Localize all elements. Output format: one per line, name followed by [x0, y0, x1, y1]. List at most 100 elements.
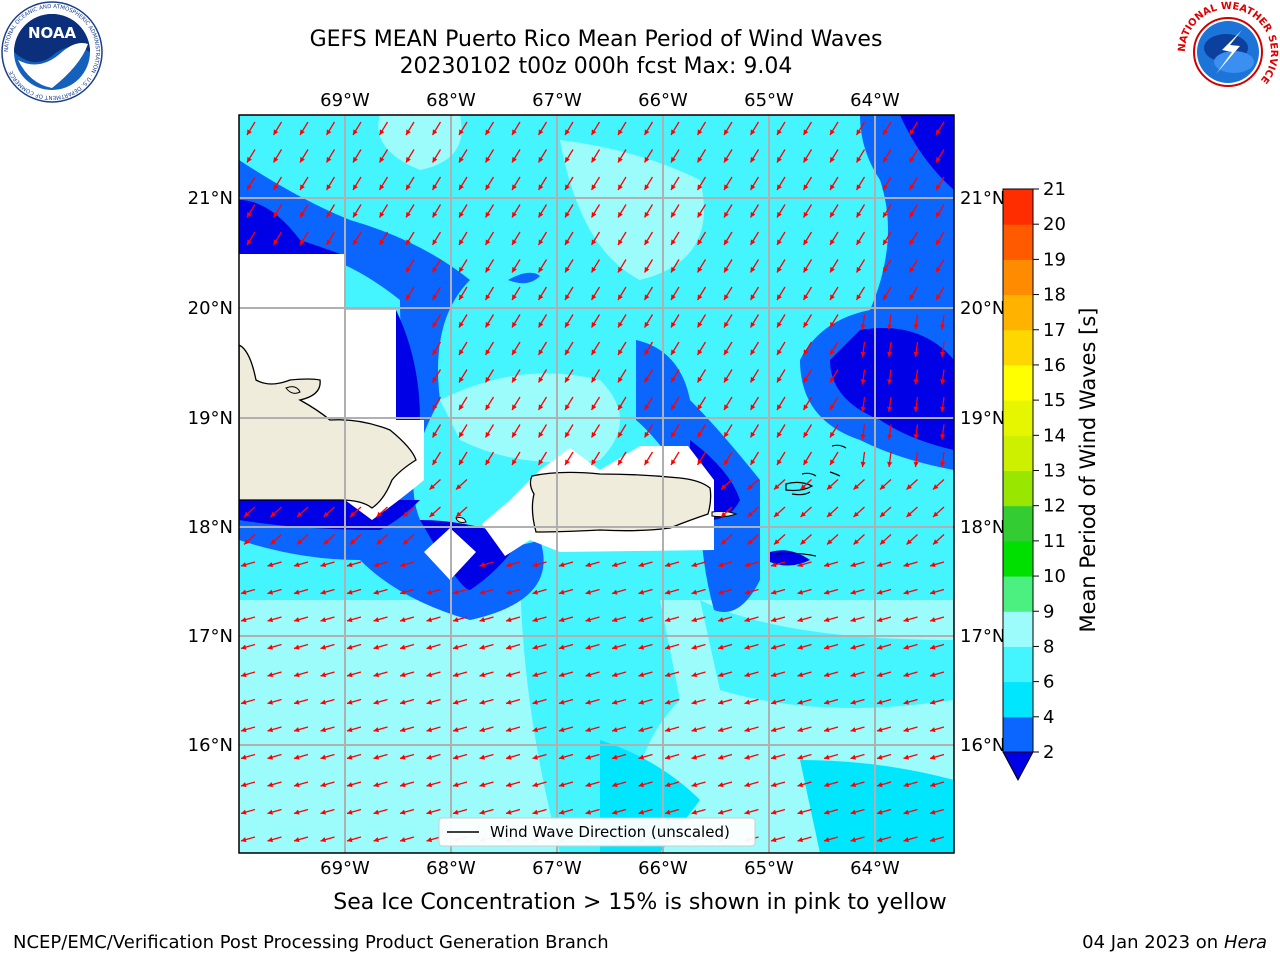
wind-wave-arrowhead: [270, 511, 276, 517]
lon-label-bottom-6: 64°W: [850, 858, 900, 879]
wind-wave-arrowhead: [459, 404, 464, 410]
wind-wave-arrowhead: [777, 431, 782, 438]
wind-wave-arrowhead: [538, 294, 544, 300]
wind-wave-arrowhead: [940, 434, 946, 440]
wind-wave-arrowhead: [718, 562, 724, 568]
wind-wave-arrowhead: [797, 617, 804, 623]
wind-wave-arrowhead: [565, 404, 570, 410]
wind-wave-arrowhead: [877, 589, 883, 595]
wind-wave-arrowhead: [744, 562, 751, 568]
wind-wave-arrowhead: [830, 129, 835, 135]
wind-wave-arrowhead: [697, 404, 703, 410]
wind-wave-arrowhead: [830, 431, 835, 438]
wind-wave-arrowhead: [400, 617, 406, 623]
wind-wave-arrowhead: [267, 617, 274, 623]
wind-wave-arrowhead: [827, 484, 833, 490]
wind-wave-arrowhead: [432, 239, 438, 245]
wind-wave-arrowhead: [559, 589, 565, 595]
wind-wave-arrowhead: [887, 461, 893, 467]
wind-wave-arrowhead: [718, 782, 724, 788]
wind-wave-arrowhead: [591, 294, 597, 300]
wind-wave-arrowhead: [771, 589, 777, 595]
colorbar-segment: [1003, 329, 1033, 366]
wind-wave-arrowhead: [877, 699, 883, 705]
wind-wave-arrowhead: [453, 727, 459, 733]
wind-wave-arrowhead: [406, 184, 411, 190]
wind-wave-arrowhead: [744, 589, 751, 595]
wind-wave-arrowhead: [671, 459, 676, 465]
wind-wave-arrowhead: [506, 754, 512, 760]
wind-wave-arrowhead: [247, 129, 252, 135]
wind-wave-arrowhead: [267, 809, 274, 815]
wind-wave-arrowhead: [930, 782, 936, 788]
wind-wave-arrowhead: [697, 376, 703, 383]
wind-wave-arrowhead: [618, 431, 623, 438]
wind-wave-arrowhead: [883, 294, 888, 300]
wind-wave-arrowhead: [459, 349, 464, 355]
wind-wave-arrowhead: [638, 562, 645, 568]
wind-wave-arrowhead: [824, 809, 830, 815]
wind-wave-arrowhead: [426, 727, 433, 733]
wind-wave-arrowhead: [824, 837, 830, 843]
wind-wave-arrowhead: [426, 617, 433, 623]
wind-wave-arrowhead: [294, 754, 300, 760]
wind-wave-arrowhead: [853, 484, 859, 490]
wind-wave-arrowhead: [665, 644, 671, 650]
wind-wave-arrowhead: [724, 459, 729, 465]
wind-wave-arrowhead: [797, 754, 804, 760]
wind-wave-arrowhead: [565, 459, 570, 465]
wind-wave-arrowhead: [721, 511, 727, 517]
wind-wave-arrowhead: [771, 672, 777, 678]
chart-title: GEFS MEAN Puerto Rico Mean Period of Win…: [309, 27, 883, 52]
wind-wave-arrowhead: [850, 644, 857, 650]
wind-wave-arrowhead: [750, 156, 756, 163]
wind-wave-arrowhead: [479, 562, 486, 568]
wind-wave-arrowhead: [403, 511, 409, 517]
colorbar-under-triangle: [1002, 751, 1034, 782]
wind-wave-arrowhead: [565, 266, 570, 273]
wind-wave-arrowhead: [565, 211, 570, 218]
wind-wave-arrowhead: [906, 539, 912, 545]
wind-wave-arrowhead: [618, 239, 623, 245]
wind-wave-arrowhead: [936, 129, 941, 135]
chart-subtitle: 20230102 t00z 000h fcst Max: 9.04: [399, 54, 793, 79]
wind-wave-arrowhead: [744, 782, 751, 788]
wind-wave-arrowhead: [426, 809, 433, 815]
wind-wave-arrowhead: [559, 617, 565, 623]
wind-wave-arrowhead: [665, 809, 671, 815]
wind-wave-arrowhead: [856, 294, 862, 300]
wind-wave-arrowhead: [691, 589, 698, 595]
wind-wave-arrowhead: [903, 617, 910, 623]
wind-wave-arrowhead: [241, 837, 247, 843]
wind-wave-arrowhead: [270, 539, 276, 545]
wind-wave-arrowhead: [887, 351, 893, 357]
wind-wave-arrowhead: [559, 699, 565, 705]
wind-wave-arrowhead: [426, 589, 433, 595]
wind-wave-arrowhead: [612, 589, 618, 595]
wind-wave-arrowhead: [750, 321, 756, 328]
wind-wave-arrowhead: [459, 431, 464, 438]
wind-wave-arrowhead: [241, 727, 247, 733]
wind-wave-arrowhead: [506, 727, 512, 733]
wind-wave-arrowhead: [618, 156, 623, 163]
wind-wave-arrowhead: [532, 562, 539, 568]
lon-label-bottom-3: 67°W: [532, 858, 582, 879]
colorbar-tick-label: 10: [1043, 566, 1066, 587]
wind-wave-arrowhead: [559, 672, 565, 678]
wind-wave-arrowhead: [638, 699, 645, 705]
wind-wave-arrowhead: [585, 589, 592, 595]
wind-wave-arrowhead: [429, 511, 435, 517]
wind-wave-arrowhead: [697, 431, 703, 438]
wind-wave-arrowhead: [591, 156, 597, 163]
wind-wave-arrowhead: [638, 644, 645, 650]
wind-wave-arrowhead: [691, 699, 698, 705]
wind-wave-arrowhead: [724, 129, 729, 135]
wind-wave-arrowhead: [803, 404, 809, 410]
wind-wave-arrowhead: [777, 239, 782, 245]
wind-wave-arrowhead: [612, 727, 618, 733]
wind-wave-arrowhead: [512, 404, 517, 410]
wind-wave-arrowhead: [724, 156, 729, 163]
noaa-logo: NOAA NATIONAL OCEANIC AND ATMOSPHERIC AD…: [1, 1, 103, 103]
wind-wave-arrowhead: [771, 562, 777, 568]
wind-wave-arrowhead: [585, 672, 592, 678]
